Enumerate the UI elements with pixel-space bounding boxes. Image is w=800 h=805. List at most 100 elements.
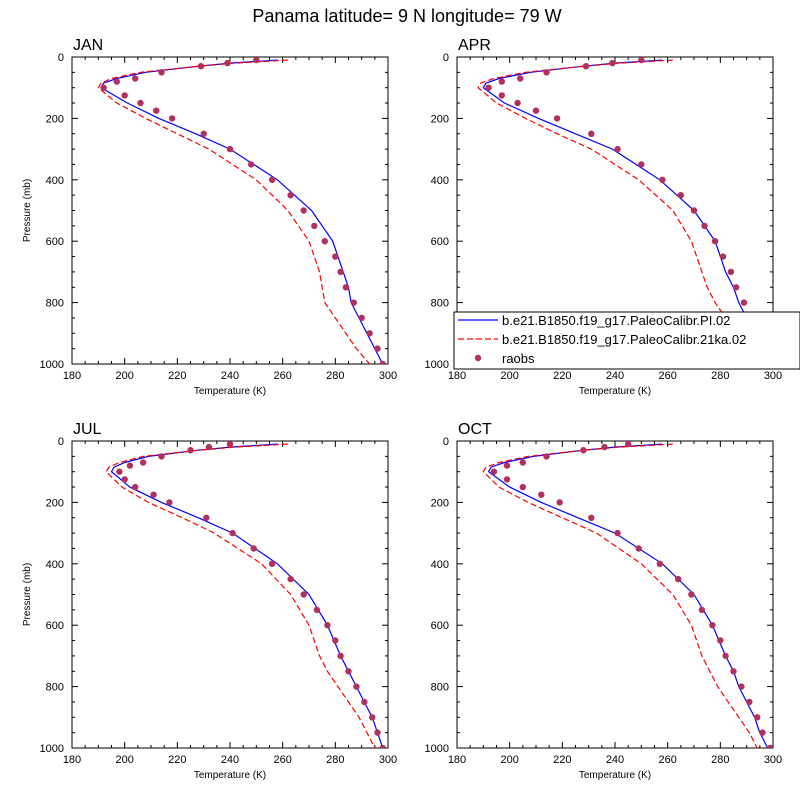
raobs-point [740,299,748,306]
raobs-point [519,459,526,466]
raobs-point [503,462,511,469]
x-tick-label: 220 [168,754,186,766]
series-group [97,57,386,364]
raobs-point [168,115,176,122]
raobs-point [656,560,663,567]
series-21ka-line [482,443,758,748]
raobs-point [224,59,231,67]
raobs-point [153,107,160,114]
x-tick-label: 260 [273,754,291,766]
raobs-point [490,468,498,475]
raobs-point [738,683,745,690]
raobs-point [503,476,511,483]
x-tick-label: 260 [658,754,676,766]
series-21ka-line [105,443,376,748]
y-tick-label: 1000 [425,359,449,371]
raobs-point [350,299,357,306]
x-tick-label: 300 [764,370,782,382]
raobs-point [345,668,352,675]
raobs-point [614,145,621,153]
raobs-point [498,92,505,99]
raobs-point [158,453,165,460]
raobs-point [582,62,590,70]
panel-label: OCT [458,421,492,438]
raobs-point [116,468,123,475]
raobs-point [614,529,621,537]
raobs-point [717,637,724,644]
legend-label: b.e21.B1850.f19_g17.PaleoCalibr.PI.02 [502,313,730,328]
raobs-point [675,575,682,583]
raobs-point [609,59,616,67]
raobs-point [374,729,381,736]
raobs-point [485,84,492,91]
raobs-point [580,447,587,454]
legend-label: b.e21.B1850.f19_g17.PaleoCalibr.21ka.02 [502,332,746,347]
y-tick-label: 200 [431,497,449,509]
raobs-point [100,84,107,91]
y-tick-label: 0 [58,52,64,64]
legend-swatch-marker [474,354,482,362]
raobs-point [250,545,257,552]
raobs-point [635,545,642,552]
raobs-point [332,637,339,644]
y-tick-label: 600 [431,620,449,632]
y-tick-label: 200 [46,113,64,125]
x-tick-label: 200 [115,754,133,766]
raobs-point [767,744,773,748]
raobs-point [132,483,139,491]
raobs-point [379,744,386,748]
x-tick-label: 200 [500,370,518,382]
raobs-point [200,130,207,137]
series-pi-line [110,443,384,748]
raobs-point [226,441,234,448]
raobs-point [517,75,524,82]
raobs-point [379,360,386,364]
raobs-point [126,462,134,469]
raobs-point [353,683,360,690]
raobs-point [113,78,121,85]
y-tick-label: 600 [46,620,64,632]
y-axis-title: Pressure (mb) [22,179,33,242]
x-tick-label: 280 [326,370,344,382]
raobs-point [226,145,234,153]
raobs-point [268,176,276,183]
raobs-point [556,499,563,506]
plot-frame [456,440,774,749]
series-pi-line [100,59,384,364]
y-tick-label: 600 [46,236,64,248]
raobs-point [313,606,321,614]
x-tick-label: 280 [711,754,729,766]
raobs-point [374,345,381,352]
raobs-point [311,222,318,230]
raobs-point [498,78,505,85]
x-tick-label: 260 [658,370,676,382]
x-tick-label: 240 [606,370,624,382]
raobs-point [150,491,157,498]
x-tick-label: 180 [448,370,466,382]
x-tick-label: 300 [379,754,397,766]
x-tick-label: 240 [606,754,624,766]
raobs-point [677,192,684,199]
raobs-point [754,714,761,721]
raobs-point [300,207,307,214]
raobs-point [137,99,144,107]
series-pi-line [487,443,769,748]
raobs-point [121,476,128,483]
raobs-point [337,652,344,660]
raobs-point [532,107,540,114]
raobs-point [722,652,729,660]
raobs-point [711,238,719,245]
panel-oct: 180 200 220 240 260 280 300 0 200 400 600 800 1000 Te… [425,421,783,781]
x-axis-title: Temperature (K) [194,770,266,781]
raobs-point [247,161,255,168]
panel-label: APR [458,37,491,54]
legend: b.e21.B1850.f19_g17.PaleoCalibr.PI.02 b.e… [453,311,800,370]
raobs-point [300,591,307,598]
raobs-point [268,560,276,567]
raobs-point [361,698,368,706]
x-tick-label: 220 [553,754,571,766]
raobs-point [701,222,708,230]
x-tick-label: 180 [448,754,466,766]
